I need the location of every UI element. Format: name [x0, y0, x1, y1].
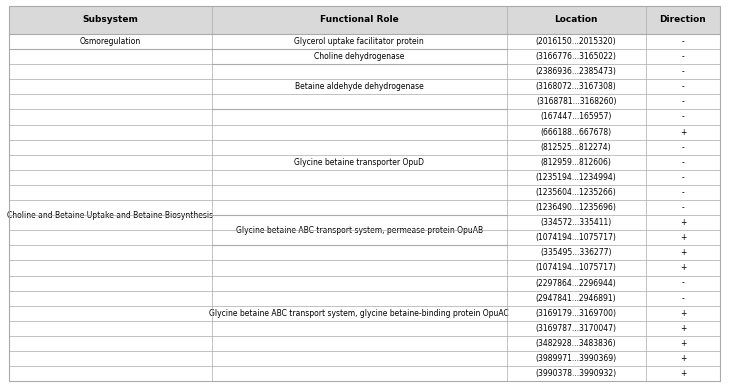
Text: (167447...165957): (167447...165957) [540, 113, 612, 122]
Text: +: + [679, 233, 686, 242]
Text: +: + [679, 309, 686, 318]
Text: Direction: Direction [660, 15, 706, 24]
Bar [9, 64, 720, 79]
Bar [9, 125, 720, 140]
Text: +: + [679, 218, 686, 227]
Text: -: - [682, 82, 685, 91]
Text: +: + [679, 324, 686, 333]
Text: Betaine aldehyde dehydrogenase: Betaine aldehyde dehydrogenase [295, 82, 424, 91]
Bar [9, 110, 720, 125]
Text: +: + [679, 354, 686, 363]
Bar [9, 351, 720, 366]
Text: (3482928...3483836): (3482928...3483836) [536, 339, 617, 348]
Text: (335495...336277): (335495...336277) [540, 248, 612, 257]
Text: -: - [682, 37, 685, 46]
Text: +: + [679, 264, 686, 272]
Text: (1235194...1234994): (1235194...1234994) [536, 173, 617, 182]
Text: (3168072...3167308): (3168072...3167308) [536, 82, 617, 91]
Text: -: - [682, 279, 685, 288]
Text: (1074194...1075717): (1074194...1075717) [536, 264, 617, 272]
Text: +: + [679, 248, 686, 257]
Text: Osmoregulation: Osmoregulation [79, 37, 141, 46]
Text: (2016150...2015320): (2016150...2015320) [536, 37, 617, 46]
Text: Glycine betaine transporter OpuD: Glycine betaine transporter OpuD [295, 158, 424, 167]
Bar [9, 230, 720, 245]
Bar [9, 215, 720, 230]
Text: (3990378...3990932): (3990378...3990932) [536, 369, 617, 378]
Text: -: - [682, 188, 685, 197]
Text: (2297864...2296944): (2297864...2296944) [536, 279, 617, 288]
Bar [9, 200, 720, 215]
Bar [9, 321, 720, 336]
Text: +: + [679, 339, 686, 348]
Text: +: + [679, 369, 686, 378]
Bar [9, 6, 720, 34]
Text: -: - [682, 67, 685, 76]
Bar [9, 49, 720, 64]
Text: -: - [682, 173, 685, 182]
Bar [9, 336, 720, 351]
Text: Glycine betaine ABC transport system, glycine betaine-binding protein OpuAC: Glycine betaine ABC transport system, gl… [209, 309, 509, 318]
Text: +: + [679, 128, 686, 137]
Text: -: - [682, 52, 685, 61]
Bar [9, 245, 720, 260]
Text: (334572...335411): (334572...335411) [540, 218, 612, 227]
Text: -: - [682, 294, 685, 303]
Text: (812959...812606): (812959...812606) [541, 158, 612, 167]
Text: (3168781...3168260): (3168781...3168260) [536, 98, 617, 106]
Bar [9, 185, 720, 200]
Text: (3166776...3165022): (3166776...3165022) [536, 52, 617, 61]
Text: (3169179...3169700): (3169179...3169700) [536, 309, 617, 318]
Text: (2947841...2946891): (2947841...2946891) [536, 294, 617, 303]
Text: -: - [682, 143, 685, 152]
Text: (3169787...3170047): (3169787...3170047) [536, 324, 617, 333]
Text: Location: Location [555, 15, 598, 24]
Bar [9, 155, 720, 170]
Text: (1235604...1235266): (1235604...1235266) [536, 188, 617, 197]
Bar [9, 276, 720, 291]
Text: Choline dehydrogenase: Choline dehydrogenase [314, 52, 405, 61]
Text: Choline and Betaine Uptake and Betaine Biosynthesis: Choline and Betaine Uptake and Betaine B… [7, 211, 213, 220]
Text: -: - [682, 203, 685, 212]
Bar [9, 366, 720, 381]
Text: -: - [682, 158, 685, 167]
Bar [9, 79, 720, 94]
Bar [9, 260, 720, 276]
Bar [9, 291, 720, 306]
Text: (1074194...1075717): (1074194...1075717) [536, 233, 617, 242]
Text: (666188...667678): (666188...667678) [541, 128, 612, 137]
Text: (2386936...2385473): (2386936...2385473) [536, 67, 617, 76]
Bar [9, 34, 720, 49]
Bar [9, 170, 720, 185]
Bar [9, 94, 720, 110]
Text: (1236490...1235696): (1236490...1235696) [536, 203, 617, 212]
Text: Subsystem: Subsystem [82, 15, 138, 24]
Text: Glycine betaine ABC transport system, permease protein OpuAB: Glycine betaine ABC transport system, pe… [235, 226, 483, 235]
Text: Functional Role: Functional Role [320, 15, 399, 24]
Text: -: - [682, 98, 685, 106]
Text: -: - [682, 113, 685, 122]
Bar [9, 140, 720, 155]
Bar [9, 306, 720, 321]
Text: (3989971...3990369): (3989971...3990369) [536, 354, 617, 363]
Text: (812525...812274): (812525...812274) [541, 143, 612, 152]
Text: Glycerol uptake facilitator protein: Glycerol uptake facilitator protein [295, 37, 424, 46]
